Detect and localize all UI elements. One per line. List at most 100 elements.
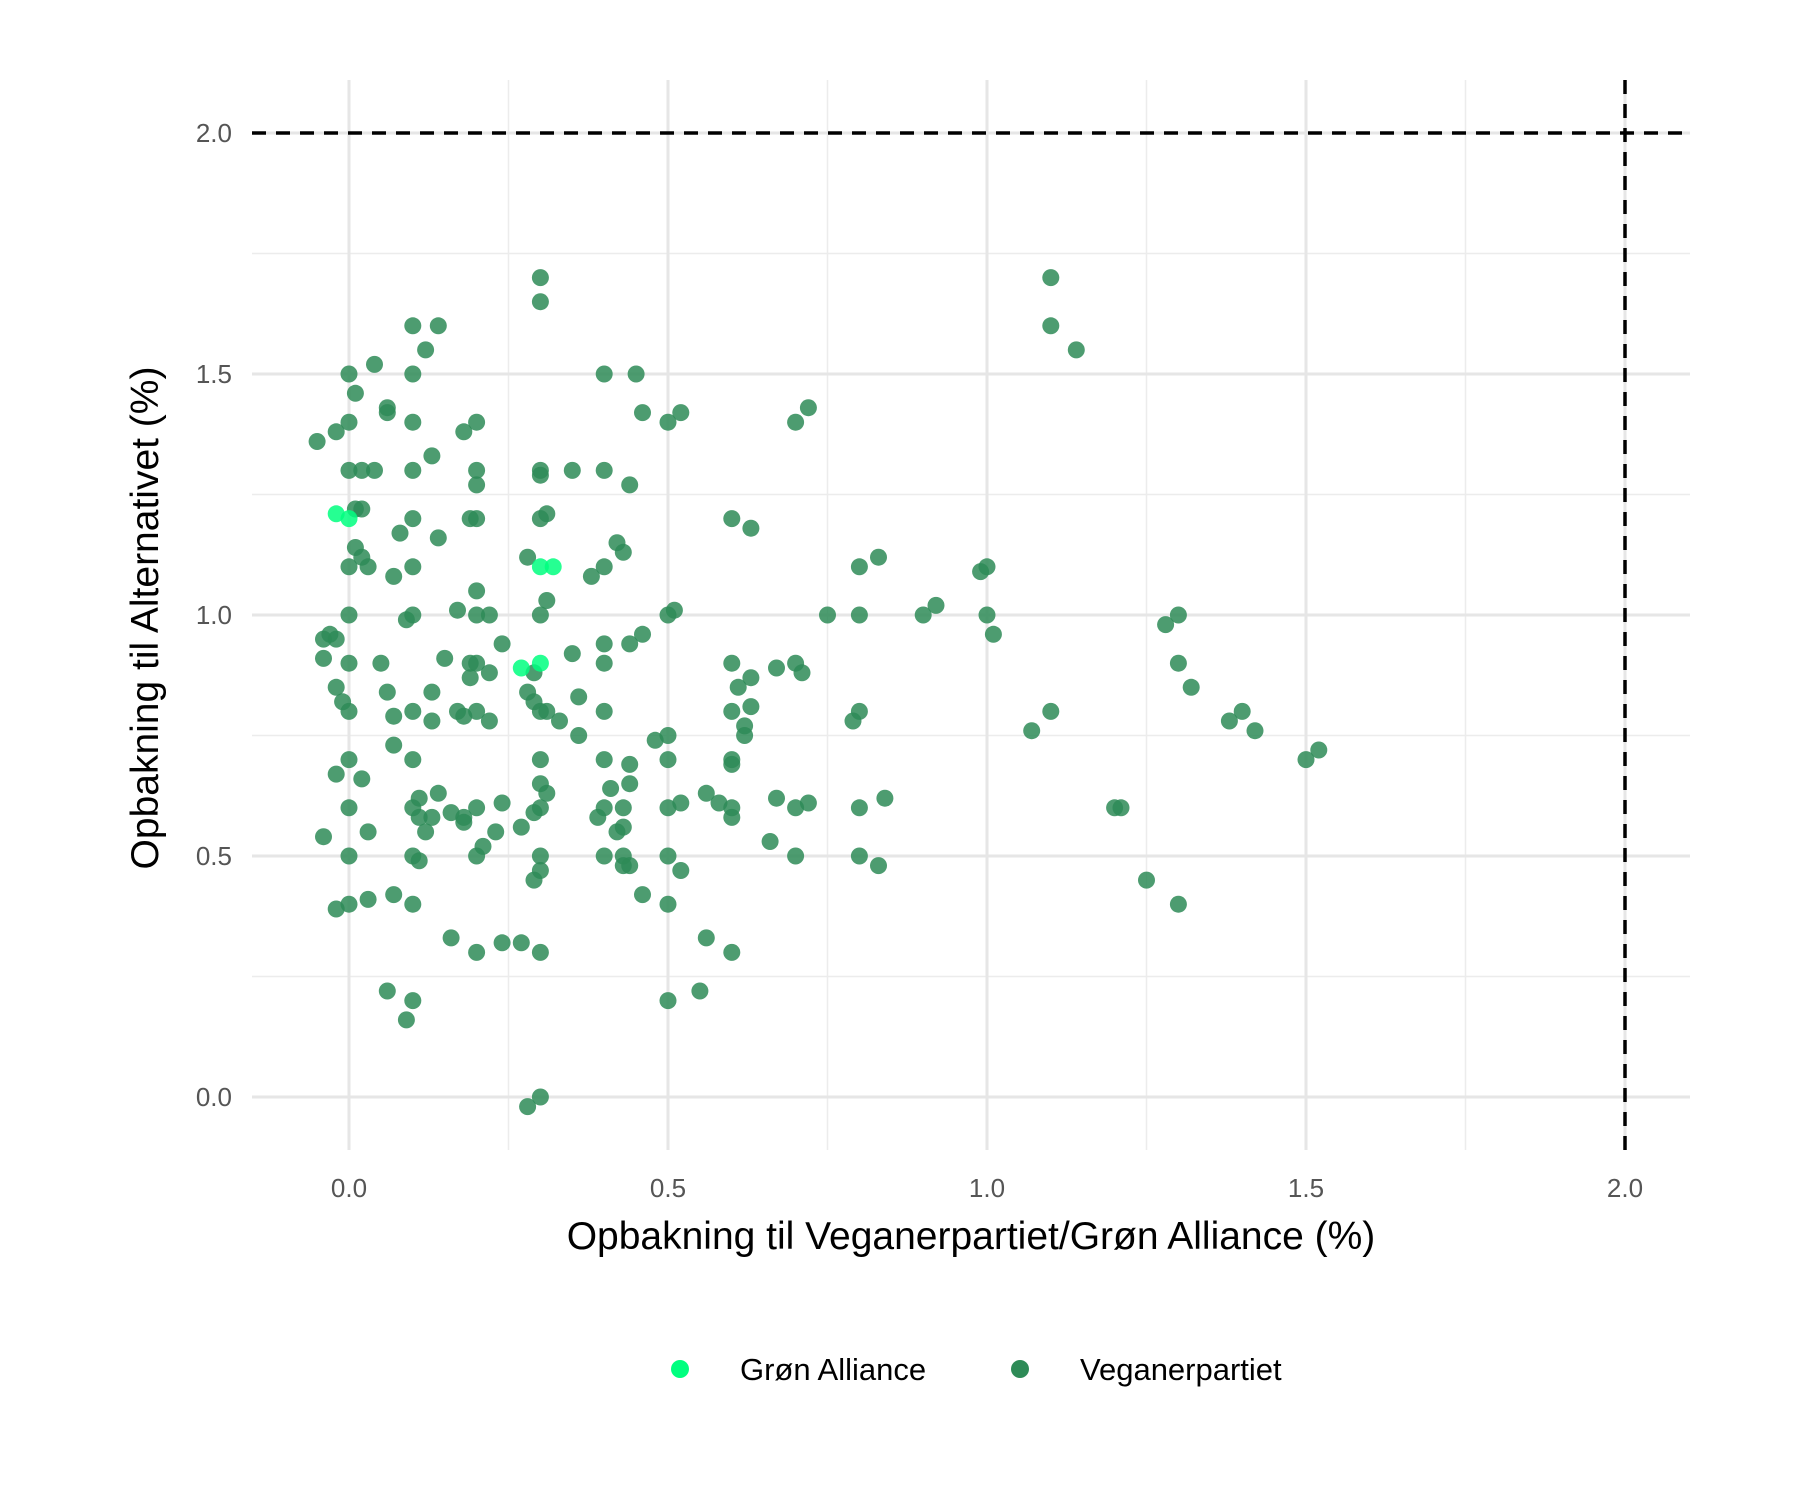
veganerpartiet-point: [531, 293, 549, 311]
veganerpartiet-point: [519, 1098, 537, 1116]
veganerpartiet-point: [570, 688, 588, 706]
veganerpartiet-point: [404, 702, 422, 720]
veganerpartiet-point: [359, 558, 377, 576]
veganerpartiet-point: [359, 890, 377, 908]
veganerpartiet-point: [340, 365, 358, 383]
veganerpartiet-point: [340, 413, 358, 431]
veganerpartiet-point: [353, 461, 371, 479]
veganerpartiet-point: [385, 707, 403, 725]
veganerpartiet-point: [742, 698, 760, 716]
veganerpartiet-point: [531, 466, 549, 484]
veganerpartiet-point: [1182, 678, 1200, 696]
veganerpartiet-point: [493, 934, 511, 952]
veganerpartiet-point: [468, 847, 486, 865]
legend-marker: [1011, 1360, 1029, 1378]
veganerpartiet-point: [404, 510, 422, 528]
veganerpartiet-point: [340, 606, 358, 624]
veganerpartiet-point: [1169, 654, 1187, 672]
veganerpartiet-point: [1023, 722, 1041, 740]
veganerpartiet-point: [787, 413, 805, 431]
veganerpartiet-point: [449, 601, 466, 619]
veganerpartiet-point: [723, 755, 741, 773]
veganerpartiet-point: [768, 789, 785, 807]
veganerpartiet-point: [927, 596, 945, 614]
veganerpartiet-point: [595, 635, 613, 653]
veganerpartiet-point: [621, 476, 639, 494]
x-axis-ticks: 0.0 0.5 1.0 1.5 2.0: [331, 1173, 1643, 1203]
veganerpartiet-point: [768, 659, 785, 677]
veganerpartiet-point: [480, 606, 498, 624]
veganerpartiet-point: [787, 799, 805, 817]
veganerpartiet-point: [850, 558, 868, 576]
veganerpartiet-point: [723, 943, 741, 961]
veganerpartiet-point: [346, 384, 364, 402]
veganerpartiet-point: [455, 707, 473, 725]
veganerpartiet-point: [582, 567, 600, 585]
veganerpartiet-point: [353, 770, 371, 788]
veganerpartiet-point: [595, 751, 613, 769]
veganerpartiet-point: [672, 404, 690, 422]
veganerpartiet-point: [468, 461, 486, 479]
veganerpartiet-point: [563, 461, 581, 479]
veganerpartiet-point: [404, 992, 422, 1010]
y-axis-ticks: 0.0 0.5 1.0 1.5 2.0: [196, 118, 232, 1112]
veganerpartiet-point: [710, 794, 728, 812]
veganerpartiet-point: [1067, 341, 1085, 359]
x-axis-title: Opbakning til Veganerpartiet/Grøn Allian…: [567, 1215, 1376, 1258]
veganerpartiet-point: [442, 929, 460, 947]
veganerpartiet-point: [366, 461, 383, 479]
veganerpartiet-point: [404, 365, 422, 383]
veganerpartiet-point: [378, 982, 396, 1000]
veganerpartiet-point: [634, 404, 651, 422]
veganerpartiet-point: [436, 649, 454, 667]
veganerpartiet-point: [417, 823, 435, 841]
veganerpartiet-point: [723, 654, 741, 672]
veganerpartiet-point: [423, 808, 441, 826]
veganerpartiet-point: [659, 727, 677, 744]
veganerpartiet-point: [410, 808, 428, 826]
veganerpartiet-point: [621, 635, 639, 653]
veganerpartiet-point: [423, 447, 441, 465]
veganerpartiet-point: [551, 712, 568, 730]
veganerpartiet-point: [404, 317, 422, 335]
veganerpartiet-point: [480, 664, 498, 682]
x-tick-label: 1.0: [969, 1173, 1005, 1203]
veganerpartiet-point: [417, 341, 435, 359]
veganerpartiet-point: [614, 799, 632, 817]
veganerpartiet-point: [819, 606, 836, 624]
veganerpartiet-point: [327, 423, 345, 441]
x-tick-label: 2.0: [1607, 1173, 1643, 1203]
veganerpartiet-point: [1157, 616, 1175, 634]
veganerpartiet-point: [723, 702, 741, 720]
veganerpartiet-point: [691, 982, 709, 1000]
veganerpartiet-point: [742, 519, 760, 537]
veganerpartiet-point: [353, 500, 371, 518]
veganerpartiet-point: [423, 683, 441, 701]
veganerpartiet-point: [659, 413, 677, 431]
veganerpartiet-point: [538, 592, 556, 609]
veganerpartiet-point: [372, 654, 390, 672]
y-tick-label: 1.5: [196, 359, 232, 389]
veganerpartiet-point: [404, 895, 422, 913]
x-tick-label: 0.0: [331, 1173, 367, 1203]
veganerpartiet-point: [787, 847, 805, 865]
veganerpartiet-point: [410, 789, 428, 807]
legend-label: Veganerpartiet: [1080, 1352, 1282, 1387]
veganerpartiet-point: [429, 784, 447, 802]
veganerpartiet-point: [595, 847, 613, 865]
veganerpartiet-point: [850, 847, 868, 865]
veganerpartiet-point: [1169, 895, 1187, 913]
veganerpartiet-point: [672, 794, 690, 812]
veganerpartiet-point: [308, 433, 326, 450]
gron-alliance-point: [327, 505, 345, 523]
veganerpartiet-point: [595, 558, 613, 576]
veganerpartiet-point: [1246, 722, 1264, 740]
veganerpartiet-point: [378, 683, 396, 701]
veganerpartiet-point: [468, 510, 486, 528]
veganerpartiet-point: [659, 992, 677, 1010]
veganerpartiet-point: [410, 852, 428, 870]
gron-alliance-point: [531, 558, 549, 576]
veganerpartiet-point: [1042, 269, 1060, 287]
legend-gron-alliance: Grøn Alliance: [671, 1352, 926, 1387]
veganerpartiet-point: [327, 630, 345, 648]
